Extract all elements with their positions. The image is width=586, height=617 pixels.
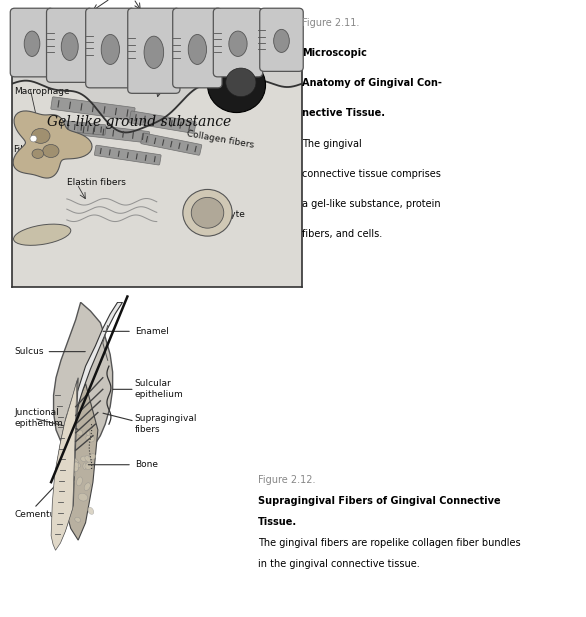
Ellipse shape	[67, 421, 73, 428]
FancyBboxPatch shape	[260, 8, 303, 72]
FancyBboxPatch shape	[213, 8, 263, 77]
Ellipse shape	[86, 435, 94, 442]
Ellipse shape	[81, 456, 87, 462]
Text: Bone: Bone	[88, 460, 158, 469]
Ellipse shape	[68, 430, 73, 437]
Ellipse shape	[73, 462, 79, 471]
FancyBboxPatch shape	[86, 8, 135, 88]
FancyBboxPatch shape	[46, 8, 93, 82]
FancyBboxPatch shape	[94, 145, 161, 165]
Ellipse shape	[32, 149, 43, 159]
Ellipse shape	[229, 31, 247, 56]
Text: fibers, and cells.: fibers, and cells.	[302, 230, 382, 239]
Ellipse shape	[84, 482, 90, 491]
Ellipse shape	[90, 435, 94, 440]
FancyBboxPatch shape	[51, 97, 135, 120]
Text: Supragingival
fibers: Supragingival fibers	[135, 414, 197, 434]
Text: in the gingival connective tissue.: in the gingival connective tissue.	[258, 560, 420, 569]
Polygon shape	[66, 302, 122, 430]
Text: connective tissue comprises: connective tissue comprises	[302, 169, 441, 179]
Text: Gel-like ground substance: Gel-like ground substance	[47, 115, 231, 129]
Ellipse shape	[69, 465, 79, 472]
Text: nective Tissue.: nective Tissue.	[302, 109, 385, 118]
Text: The gingival: The gingival	[302, 139, 362, 149]
Ellipse shape	[71, 458, 79, 466]
Ellipse shape	[188, 35, 206, 64]
Ellipse shape	[70, 426, 75, 434]
FancyBboxPatch shape	[129, 111, 196, 133]
FancyBboxPatch shape	[128, 8, 180, 93]
Ellipse shape	[13, 224, 71, 246]
Circle shape	[191, 197, 224, 228]
Ellipse shape	[24, 31, 40, 56]
Ellipse shape	[75, 517, 81, 522]
Polygon shape	[51, 381, 77, 550]
Text: Figure 2.11.: Figure 2.11.	[302, 18, 362, 28]
Circle shape	[226, 68, 256, 97]
Polygon shape	[66, 384, 98, 540]
Polygon shape	[52, 378, 78, 546]
Ellipse shape	[86, 430, 90, 436]
Circle shape	[183, 189, 232, 236]
Text: Lymphocyte: Lymphocyte	[190, 210, 245, 218]
FancyBboxPatch shape	[141, 133, 202, 155]
Text: The gingival fibers are ropelike collagen fiber bundles: The gingival fibers are ropelike collage…	[258, 539, 520, 549]
Ellipse shape	[85, 455, 91, 462]
Ellipse shape	[85, 462, 93, 470]
Circle shape	[30, 135, 37, 142]
Polygon shape	[53, 302, 113, 459]
Text: Tissue.: Tissue.	[258, 517, 297, 528]
Text: Microscopic: Microscopic	[302, 48, 367, 58]
Circle shape	[207, 57, 265, 112]
Polygon shape	[13, 111, 92, 178]
Text: Supragingival Fibers of Gingival Connective: Supragingival Fibers of Gingival Connect…	[258, 496, 500, 506]
Ellipse shape	[101, 35, 120, 64]
Ellipse shape	[78, 493, 88, 501]
Ellipse shape	[274, 30, 289, 52]
Ellipse shape	[69, 479, 74, 486]
Ellipse shape	[32, 128, 50, 143]
FancyBboxPatch shape	[57, 120, 106, 135]
Ellipse shape	[144, 36, 163, 68]
Text: a gel-like substance, protein: a gel-like substance, protein	[302, 199, 441, 209]
Ellipse shape	[62, 33, 78, 60]
Text: Cementum: Cementum	[14, 510, 64, 518]
Ellipse shape	[67, 408, 71, 415]
Ellipse shape	[69, 470, 76, 476]
Text: Figure 2.12.: Figure 2.12.	[258, 475, 318, 485]
Text: Sulcular
epithelium: Sulcular epithelium	[135, 379, 183, 399]
Text: Elastin fibers: Elastin fibers	[67, 178, 126, 187]
Ellipse shape	[74, 462, 80, 468]
FancyBboxPatch shape	[11, 8, 54, 77]
Ellipse shape	[81, 399, 85, 405]
FancyBboxPatch shape	[77, 123, 149, 143]
Ellipse shape	[88, 507, 94, 515]
Ellipse shape	[43, 144, 59, 157]
Text: Anatomy of Gingival Con-: Anatomy of Gingival Con-	[302, 78, 442, 88]
Text: Collagen fibers: Collagen fibers	[186, 129, 254, 150]
FancyBboxPatch shape	[173, 8, 222, 88]
Ellipse shape	[89, 453, 96, 460]
Text: Enamel: Enamel	[103, 327, 169, 336]
Ellipse shape	[77, 477, 83, 486]
Text: Macrophage: Macrophage	[15, 88, 70, 96]
Text: Basal lamina: Basal lamina	[134, 72, 192, 97]
Text: Sulcus: Sulcus	[14, 347, 85, 356]
Text: Capillary: Capillary	[220, 65, 261, 75]
Ellipse shape	[83, 463, 87, 470]
Text: Junctional
epithelium: Junctional epithelium	[14, 408, 63, 428]
Text: Fibroblast: Fibroblast	[13, 145, 57, 154]
Ellipse shape	[76, 430, 83, 436]
